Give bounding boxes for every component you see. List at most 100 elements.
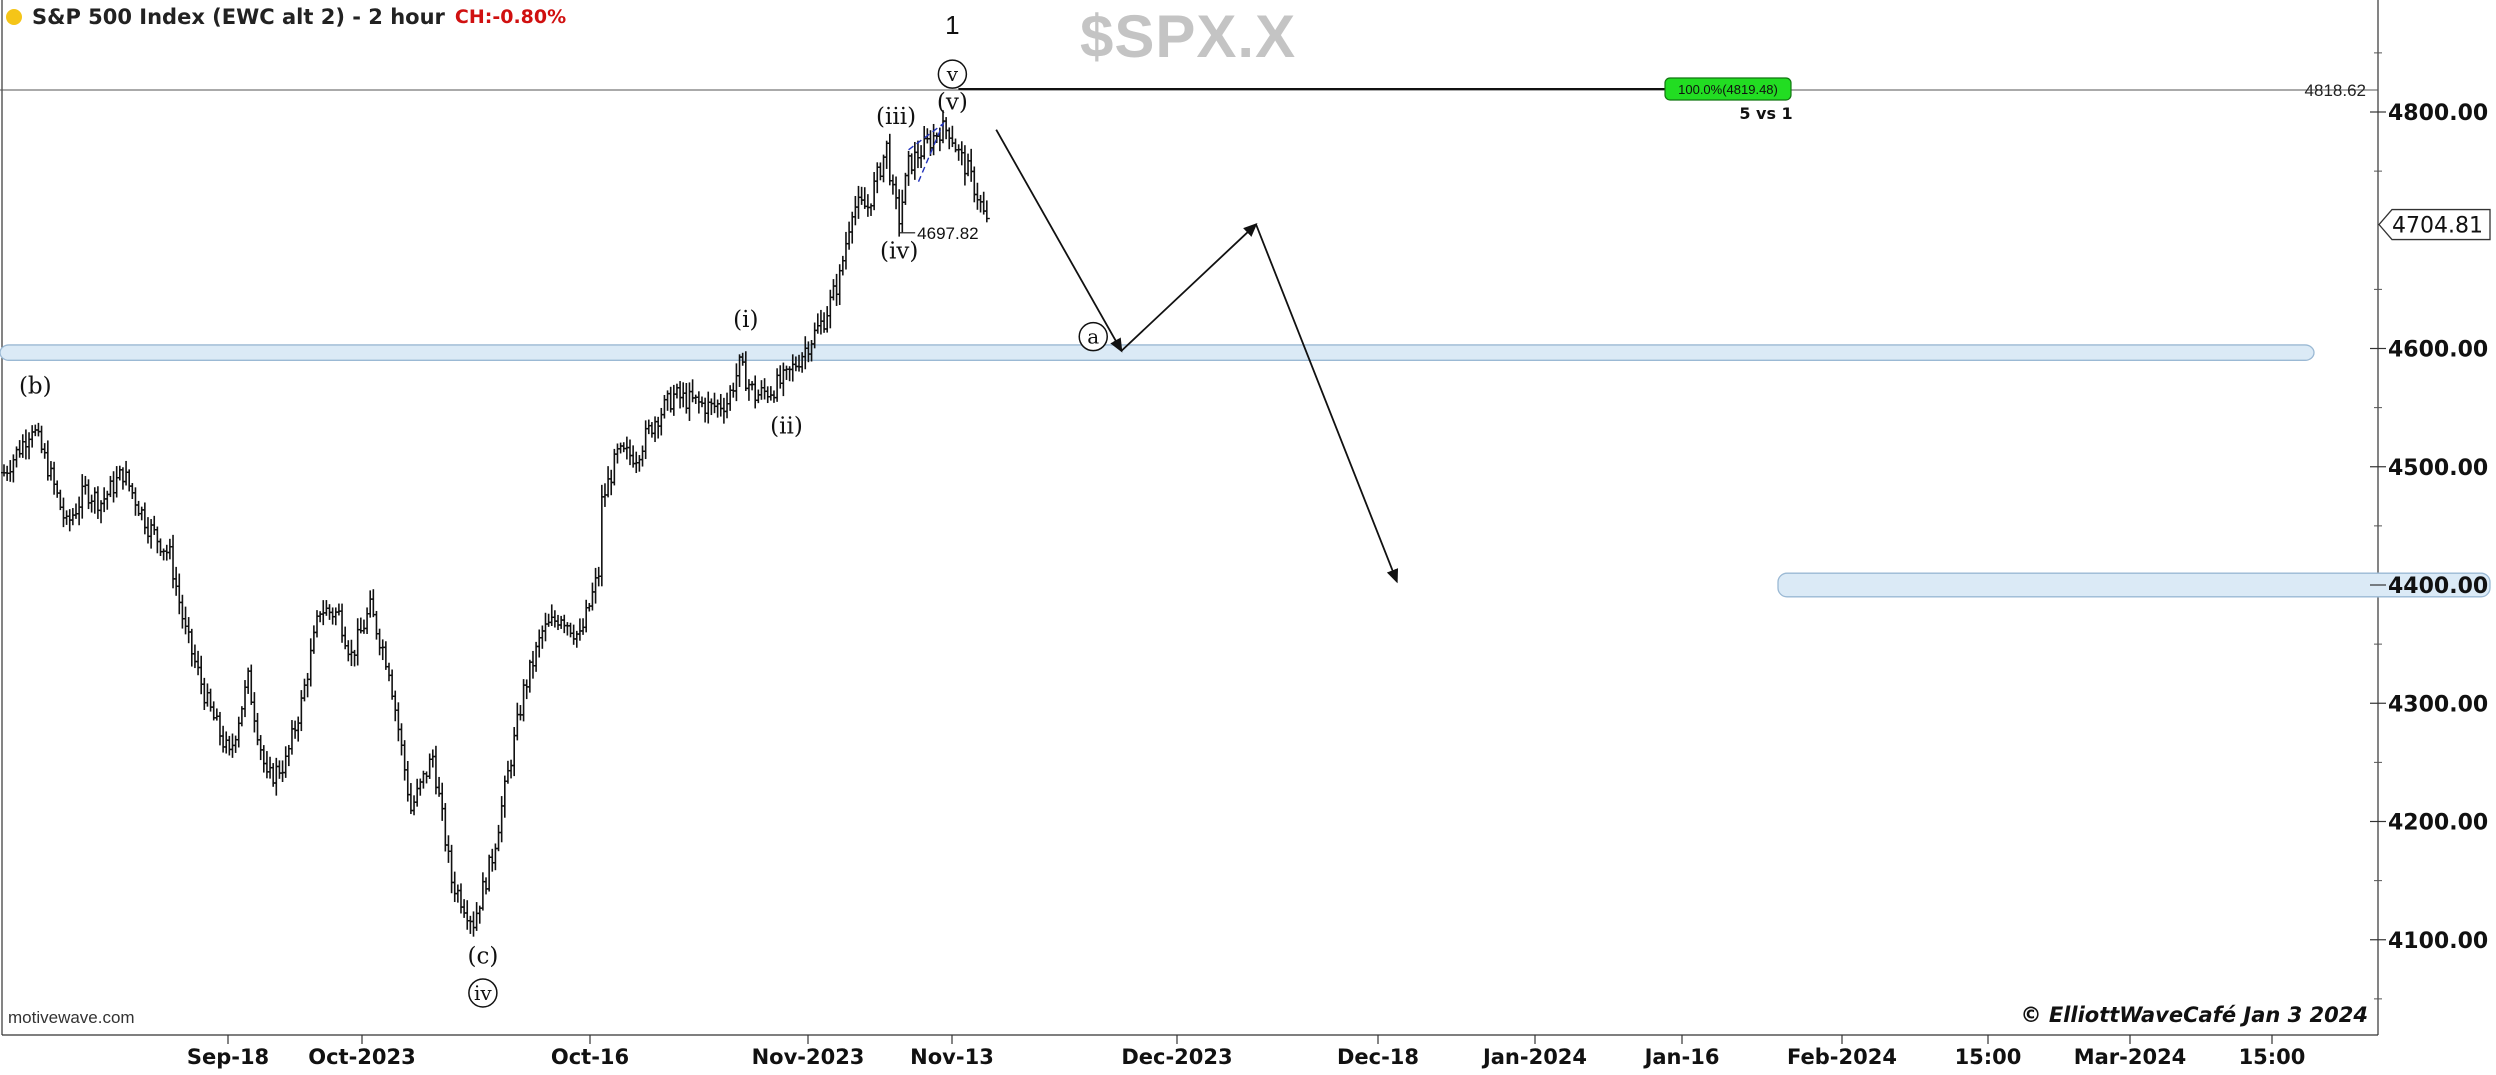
- price-bar: [698, 396, 705, 408]
- price-bar: [479, 872, 486, 911]
- price-bar: [113, 466, 120, 498]
- price-bar: [921, 125, 928, 160]
- level-line-label: 4818.62: [2305, 81, 2366, 100]
- wave-label: iv: [468, 978, 498, 1008]
- price-bar: [592, 567, 599, 604]
- projection-arrow: [1120, 222, 1258, 352]
- wave-label: v: [937, 59, 968, 89]
- price-bar: [842, 231, 849, 270]
- price-bar: [407, 783, 414, 815]
- price-bar: [730, 382, 737, 398]
- price-bar: [705, 391, 712, 424]
- price-bar: [367, 590, 374, 618]
- price-bar: [871, 172, 878, 211]
- price-bar: [263, 751, 270, 779]
- price-bar: [673, 383, 680, 399]
- price-bar: [179, 594, 186, 629]
- source-label: motivewave.com: [8, 1008, 135, 1027]
- price-bar: [483, 877, 490, 895]
- wave-label: (ii): [770, 414, 803, 440]
- price-bar: [54, 480, 61, 498]
- price-bar: [570, 624, 577, 645]
- price-bar: [101, 487, 108, 513]
- price-bar: [7, 460, 14, 482]
- price-bar: [411, 795, 418, 816]
- price-bar: [223, 731, 230, 754]
- price-bar: [379, 639, 386, 661]
- wave-label-text: (b): [19, 373, 52, 399]
- price-bar: [170, 534, 177, 589]
- price-bar: [561, 614, 568, 634]
- price-bar: [317, 611, 324, 623]
- price-bar: [22, 429, 29, 460]
- price-bar: [770, 390, 777, 403]
- price-bar: [385, 662, 392, 682]
- price-bar: [702, 397, 709, 423]
- price-bar: [539, 625, 546, 649]
- price-bar: [542, 612, 549, 642]
- low-marker-label: 4697.82: [917, 224, 978, 243]
- symbol-watermark: $SPX.X: [1080, 3, 1297, 70]
- price-bar: [276, 760, 283, 779]
- price-bar: [104, 490, 111, 510]
- price-bar: [298, 690, 305, 732]
- price-bar: [529, 650, 536, 679]
- price-bar: [251, 692, 258, 733]
- price-bar: [683, 382, 690, 414]
- x-tick-label: Nov-2023: [752, 1045, 865, 1069]
- price-bar: [345, 640, 352, 662]
- price-bar: [360, 619, 367, 634]
- price-bar: [72, 503, 79, 519]
- price-bar: [445, 835, 452, 863]
- price-bar: [339, 603, 346, 643]
- price-bar: [141, 502, 148, 535]
- price-bar: [226, 735, 233, 756]
- target-badge: [1664, 77, 1792, 101]
- x-tick-label: Mar-2024: [2074, 1045, 2187, 1069]
- price-bar: [598, 484, 605, 587]
- price-bar: [968, 148, 975, 182]
- price-bar: [508, 759, 515, 779]
- price-bar: [677, 381, 684, 409]
- price-bar: [457, 883, 464, 914]
- price-bar: [961, 145, 968, 186]
- x-tick-label: Dec-2023: [1121, 1045, 1232, 1069]
- price-bar: [983, 200, 990, 223]
- price-bar: [764, 386, 771, 404]
- price-bar: [974, 182, 981, 210]
- price-bar: [119, 467, 126, 490]
- price-bar: [16, 440, 23, 458]
- price-bar: [504, 760, 511, 784]
- price-bar: [132, 487, 139, 516]
- price-bar: [182, 606, 189, 635]
- price-bar: [35, 422, 42, 437]
- price-bar: [191, 644, 198, 669]
- price-bar: [855, 185, 862, 219]
- price-bar: [658, 407, 665, 436]
- price-bar: [144, 517, 151, 544]
- price-bar: [692, 394, 699, 404]
- price-bar: [439, 782, 446, 821]
- wave-label-text: a: [1087, 325, 1099, 349]
- price-bar: [745, 379, 752, 401]
- price-bar: [495, 824, 502, 852]
- price-bar: [110, 471, 117, 503]
- price-bar: [204, 683, 211, 707]
- x-tick-label: Jan-2024: [1481, 1045, 1587, 1069]
- price-bar: [526, 659, 533, 693]
- price-bar: [833, 273, 840, 306]
- price-bar: [551, 610, 558, 628]
- y-tick-label: 4100.00: [2388, 929, 2488, 954]
- price-bar: [899, 189, 906, 233]
- price-bar: [914, 140, 921, 169]
- price-bar: [755, 389, 762, 404]
- wave-label-text: (c): [467, 943, 498, 969]
- price-bar: [257, 735, 264, 761]
- x-tick-label: Dec-18: [1337, 1045, 1419, 1069]
- price-bar: [398, 723, 405, 756]
- price-bar: [335, 603, 342, 616]
- price-bar: [711, 392, 718, 414]
- price-bar: [630, 445, 637, 468]
- x-tick-label: Nov-13: [910, 1045, 994, 1069]
